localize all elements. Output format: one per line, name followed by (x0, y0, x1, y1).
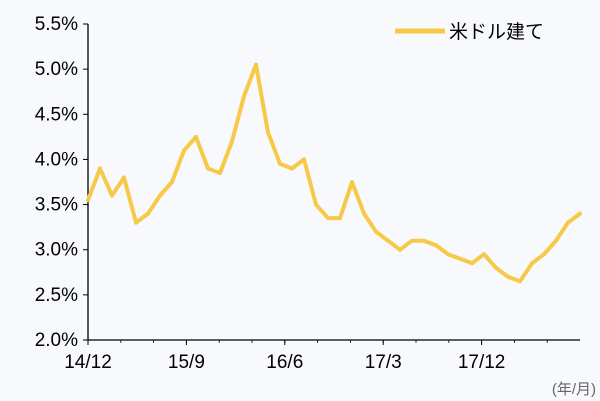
data-point (158, 193, 162, 198)
data-point (518, 279, 522, 284)
data-point (470, 261, 474, 266)
data-point (302, 157, 306, 162)
data-point (134, 220, 138, 225)
data-point (530, 261, 534, 266)
data-point (482, 252, 486, 257)
data-point (326, 216, 330, 221)
data-point (110, 193, 114, 198)
axes (87, 24, 580, 341)
series-group (86, 62, 582, 284)
data-point (434, 243, 438, 248)
data-point (386, 238, 390, 243)
y-tick-label: 5.5% (35, 14, 78, 35)
data-point (86, 198, 90, 203)
data-point (398, 247, 402, 252)
y-tick-label: 2.0% (35, 330, 78, 351)
data-point (98, 166, 102, 171)
x-axis-unit-label: (年/月) (552, 381, 596, 398)
data-point (314, 202, 318, 207)
data-point (242, 94, 246, 99)
data-point (410, 238, 414, 243)
y-tick-label: 3.5% (35, 195, 78, 216)
data-point (542, 252, 546, 257)
series-line (86, 62, 582, 284)
data-point (350, 180, 354, 184)
data-point (506, 274, 510, 279)
y-tick-label: 4.5% (35, 104, 78, 125)
y-tick-label: 5.0% (35, 59, 78, 80)
legend: 米ドル建て (395, 21, 544, 43)
data-point (566, 220, 570, 225)
data-point (458, 256, 462, 261)
y-axis-ticks: 5.5% 5.0% 4.5% 4.0% 3.5% 3.0% 2.5% 2.0% (35, 14, 88, 351)
x-tick-label: 15/9 (168, 352, 205, 373)
data-point (266, 130, 270, 135)
data-point (278, 161, 282, 166)
y-tick-label: 4.0% (35, 149, 78, 170)
x-tick-label: 17/12 (458, 352, 506, 373)
data-point (206, 166, 210, 171)
data-point (230, 139, 234, 144)
x-tick-label: 16/6 (266, 352, 303, 373)
data-point (374, 229, 378, 234)
data-point (122, 175, 126, 180)
data-point (494, 265, 498, 270)
data-point (422, 238, 426, 243)
x-axis-ticks: 14/12 15/9 16/6 17/3 17/12 (64, 340, 548, 373)
data-point (578, 211, 582, 216)
data-point (290, 166, 294, 171)
data-point (182, 148, 186, 153)
x-tick-label: 17/3 (365, 352, 402, 373)
data-point (254, 62, 258, 67)
data-point (194, 134, 198, 139)
data-point (170, 180, 174, 184)
y-tick-label: 3.0% (35, 240, 78, 261)
data-point (218, 171, 222, 175)
y-tick-label: 2.5% (35, 285, 78, 306)
data-point (146, 211, 150, 216)
data-point (554, 238, 558, 243)
data-point (446, 252, 450, 257)
data-point (338, 216, 342, 221)
legend-label: 米ドル建て (449, 21, 544, 43)
data-point (362, 211, 366, 216)
x-tick-label: 14/12 (64, 352, 112, 373)
